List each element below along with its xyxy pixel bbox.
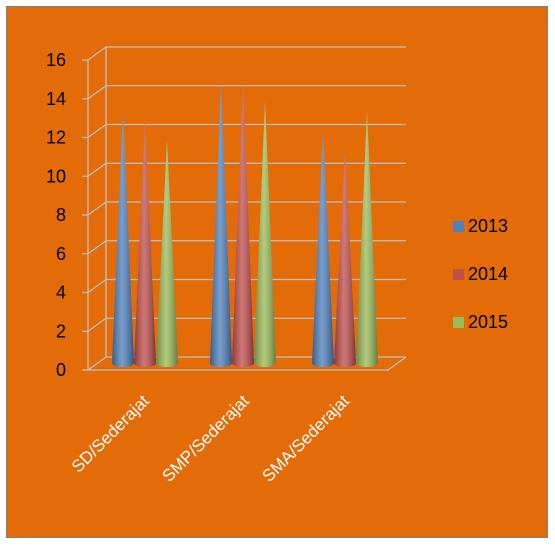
cone-2014-0 (134, 120, 156, 367)
y-tick-label: 4 (56, 283, 66, 303)
cone-2014-1 (232, 82, 254, 367)
y-tick-label: 14 (46, 89, 66, 109)
cone-series (112, 82, 378, 367)
cone-2013-1 (210, 82, 232, 367)
cone-shading (254, 101, 276, 367)
legend-swatch (453, 269, 464, 280)
cone-shading (334, 149, 356, 367)
y-tick-label: 10 (46, 166, 66, 186)
cone-2014-2 (334, 149, 356, 367)
cone-shading (134, 120, 156, 367)
cone-2015-2 (356, 111, 378, 367)
cone-2015-0 (156, 140, 178, 367)
y-tick-label: 6 (56, 244, 66, 264)
y-tick-label: 2 (56, 321, 66, 341)
cone-shading (156, 140, 178, 367)
cone-2013-2 (312, 130, 334, 367)
cone-shading (232, 82, 254, 367)
legend-label: 2013 (468, 216, 508, 236)
y-tick-label: 8 (56, 205, 66, 225)
legend-swatch (453, 221, 464, 232)
cone-2015-1 (254, 101, 276, 367)
cone-shading (312, 130, 334, 367)
cone-2013-0 (112, 111, 134, 367)
legend: 2013 2014 2015 (453, 216, 508, 332)
y-tick-label: 12 (46, 128, 66, 148)
legend-label: 2014 (468, 264, 508, 284)
cone-shading (112, 111, 134, 367)
chart-area (6, 6, 548, 538)
y-tick-label: 0 (56, 360, 66, 380)
y-axis-ticks: 0 2 4 6 8 10 12 14 16 (46, 50, 66, 380)
gridlines (82, 46, 407, 371)
legend-label: 2015 (468, 312, 508, 332)
legend-swatch (453, 317, 464, 328)
y-tick-label: 16 (46, 50, 66, 70)
floor-edge (88, 356, 407, 371)
cone-shading (356, 111, 378, 367)
cone-shading (210, 82, 232, 367)
